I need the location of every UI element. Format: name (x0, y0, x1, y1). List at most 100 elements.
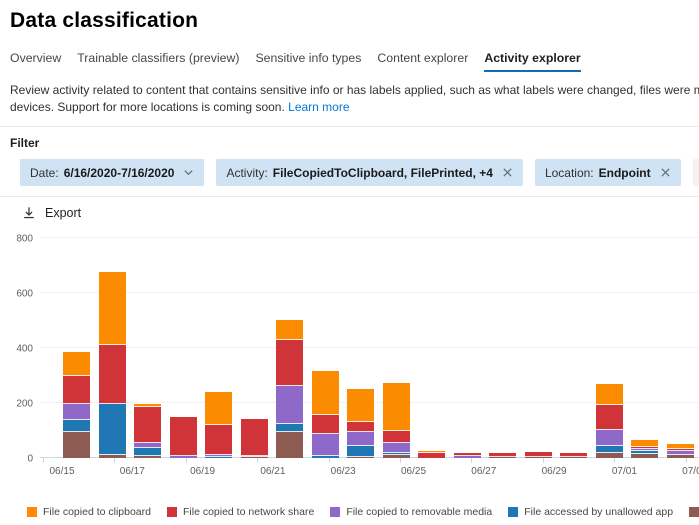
bar-segment (666, 444, 694, 450)
page-description: Review activity related to content that … (0, 82, 699, 116)
gridline (40, 292, 699, 293)
bar-segment (489, 453, 516, 457)
filter-pill-user[interactable]: User:Any (692, 159, 699, 186)
chart-legend: File copied to clipboard File copied to n… (0, 506, 699, 518)
legend-swatch (689, 507, 699, 517)
x-axis-tick (471, 458, 473, 463)
description-line-1: Review activity related to content that … (10, 83, 699, 97)
bar-segment (169, 455, 197, 458)
close-icon[interactable] (660, 167, 671, 178)
bar-06-22[interactable] (311, 238, 339, 458)
bar-segment (311, 414, 339, 434)
bar-segment (631, 446, 658, 450)
bar-segment (382, 455, 410, 458)
bar-segment (631, 451, 658, 454)
legend-item: File copied to clipboard (27, 506, 151, 518)
bar-segment (524, 452, 552, 457)
bar-06-18[interactable] (169, 238, 197, 458)
bar-segment (240, 418, 268, 457)
filter-pill-bar: Date: 6/16/2020-7/16/2020 Activity: FileCop… (0, 159, 699, 186)
bar-segment (347, 389, 374, 422)
bar-segment (205, 425, 232, 456)
x-axis-tick (542, 458, 544, 463)
bar-segment (382, 383, 410, 431)
divider (0, 196, 699, 197)
bar-segment (276, 339, 303, 386)
legend-label: File accessed by unallowed app (524, 506, 674, 518)
bar-06-16[interactable] (98, 238, 126, 458)
tab-sensitive-info-types[interactable]: Sensitive info types (255, 51, 362, 65)
tab-trainable-classifiers-preview-[interactable]: Trainable classifiers (preview) (77, 51, 240, 65)
bar-segment (240, 456, 268, 458)
x-axis-label: 06/21 (260, 466, 286, 477)
legend-item: File copied to network share (166, 506, 314, 518)
bar-06-25[interactable] (418, 238, 445, 458)
filter-pill-location[interactable]: Location: Endpoint (534, 159, 681, 186)
close-icon[interactable] (502, 167, 513, 178)
bar-06-27[interactable] (489, 238, 516, 458)
bar-06-30[interactable] (595, 238, 623, 458)
bar-06-24[interactable] (382, 238, 410, 458)
pill-value: 6/16/2020-7/16/2020 (63, 165, 175, 180)
legend-item: File accessed by unallowed app (508, 506, 673, 518)
tab-content-explorer[interactable]: Content explorer (377, 51, 469, 65)
bar-06-23[interactable] (347, 238, 374, 458)
export-label: Export (45, 206, 82, 220)
learn-more-link[interactable]: Learn more (288, 100, 350, 114)
chevron-down-icon[interactable] (183, 167, 194, 178)
bar-segment (347, 445, 374, 457)
gridline (40, 347, 699, 348)
bar-06-19[interactable] (205, 238, 232, 458)
x-axis-label: 07/01 (611, 466, 637, 477)
bar-segment (347, 456, 374, 458)
export-button[interactable]: Export (22, 206, 81, 220)
y-axis-label: 800 (16, 233, 33, 244)
tab-overview[interactable]: Overview (10, 51, 62, 65)
x-axis-label: 06/15 (49, 466, 75, 477)
bar-segment (276, 431, 303, 458)
bar-segment (382, 452, 410, 456)
bar-06-21[interactable] (276, 238, 303, 458)
pill-label: Date: (30, 165, 59, 180)
bar-07-01[interactable] (631, 238, 658, 458)
bar-06-29[interactable] (560, 238, 587, 458)
bar-segment (418, 451, 445, 454)
bar-06-28[interactable] (524, 238, 552, 458)
filter-pill-date[interactable]: Date: 6/16/2020-7/16/2020 (20, 159, 205, 186)
x-axis-label: 06/27 (471, 466, 497, 477)
legend-swatch (27, 507, 37, 517)
bar-segment (98, 403, 126, 455)
bar-segment (666, 451, 694, 455)
bar-06-15[interactable] (63, 238, 90, 458)
bar-segment (560, 453, 587, 458)
bar-segment (595, 446, 623, 454)
legend-swatch (166, 507, 177, 517)
bar-segment (453, 456, 481, 458)
bar-07-02[interactable] (666, 238, 694, 458)
bar-segment (134, 455, 161, 458)
bar-06-26[interactable] (453, 238, 481, 458)
legend-swatch (330, 507, 341, 517)
x-axis-tick (400, 458, 401, 463)
bar-segment (134, 442, 161, 448)
filter-heading: Filter (10, 136, 40, 150)
tab-activity-explorer[interactable]: Activity explorer (484, 51, 582, 72)
bar-segment (134, 406, 161, 443)
x-axis-tick (114, 458, 116, 463)
filter-pill-activity[interactable]: Activity: FileCopiedToClipboard, FilePrin… (216, 159, 523, 186)
bar-segment (63, 352, 90, 376)
tab-bar: Overview Trainable classifiers (preview) S… (0, 48, 699, 72)
x-axis-tick (685, 458, 687, 463)
bar-segment (63, 375, 90, 405)
y-axis-label: 600 (16, 288, 33, 299)
bar-segment (98, 344, 126, 404)
bar-06-20[interactable] (240, 238, 268, 458)
bar-segment (560, 457, 587, 458)
bar-06-17[interactable] (134, 238, 161, 458)
bar-segment (63, 431, 90, 458)
pill-label: Activity: (226, 165, 268, 180)
x-axis-label: 06/23 (330, 466, 356, 477)
bar-segment (595, 383, 623, 405)
bar-segment (311, 455, 339, 458)
pill-value: FileCopiedToClipboard, FilePrinted, +4 (272, 165, 493, 180)
